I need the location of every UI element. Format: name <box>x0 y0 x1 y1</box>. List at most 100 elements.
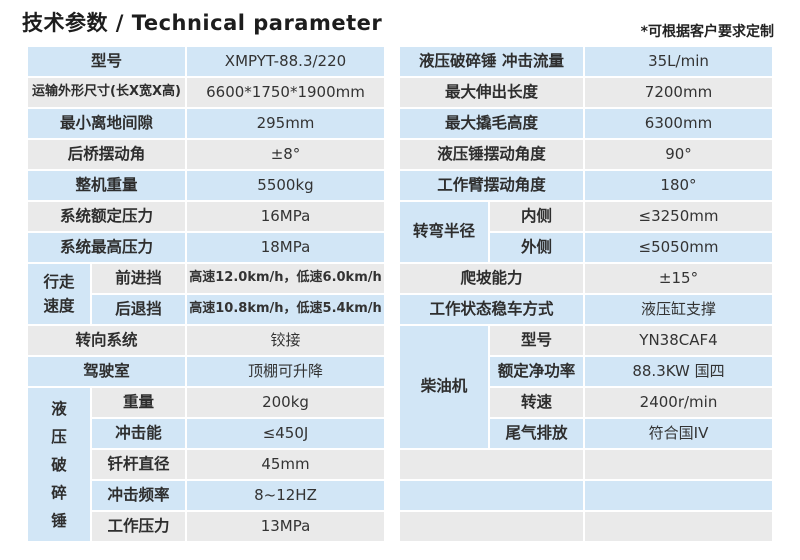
param-value: 88.3KW 国四 <box>632 361 725 380</box>
param-value: ≤450J <box>262 423 309 442</box>
param-value-cell: ≤450J <box>187 419 384 448</box>
param-label-cell: 最大伸出长度 <box>400 78 583 107</box>
param-value: 顶棚可升降 <box>247 361 323 380</box>
param-value-cell: 5500kg <box>187 171 384 200</box>
param-value: YN38CAF4 <box>639 330 718 349</box>
param-sublabel-cell: 冲击能 <box>92 419 185 448</box>
param-label: 转向系统 <box>75 330 138 349</box>
customization-note: *可根据客户要求定制 <box>640 24 774 40</box>
param-group-label: 转弯半径 <box>412 222 475 241</box>
param-value-cell: 35L/min <box>585 47 772 76</box>
param-value: ±15° <box>658 268 699 287</box>
param-group-cell: 行走速度 <box>28 264 90 324</box>
param-sublabel: 冲击能 <box>115 423 162 442</box>
param-value-cell: 7200mm <box>585 78 772 107</box>
param-value-cell: 2400r/min <box>585 388 772 417</box>
param-label-cell: 整机重量 <box>28 171 185 200</box>
param-sublabel-cell: 额定净功率 <box>490 357 583 386</box>
param-value: 6300mm <box>644 113 713 132</box>
param-value: 高速12.0km/h，低速6.0km/h <box>189 270 382 286</box>
param-label: 驾驶室 <box>83 361 130 380</box>
param-sublabel: 冲击频率 <box>107 485 170 504</box>
spec-table-left: 型号 XMPYT-88.3/220 运输外形尺寸(长X宽X高) 6600*1750*1… <box>28 47 384 541</box>
param-sublabel-cell: 内侧 <box>490 202 583 231</box>
param-value-cell: 18MPa <box>187 233 384 262</box>
param-sublabel-cell: 钎杆直径 <box>92 450 185 479</box>
param-sublabel-cell: 前进挡 <box>92 264 185 293</box>
param-label-cell <box>400 512 583 541</box>
param-sublabel: 尾气排放 <box>505 423 568 442</box>
param-sublabel: 额定净功率 <box>497 361 576 380</box>
param-label-cell: 后桥摆动角 <box>28 140 185 169</box>
param-value: 13MPa <box>260 516 311 535</box>
param-label-cell: 驾驶室 <box>28 357 185 386</box>
param-sublabel-cell: 后退挡 <box>92 295 185 324</box>
param-value-cell: XMPYT-88.3/220 <box>187 47 384 76</box>
param-value: ±8° <box>270 144 301 163</box>
param-label-cell: 系统最高压力 <box>28 233 185 262</box>
param-label-cell: 爬坡能力 <box>400 264 583 293</box>
param-value-cell: ±15° <box>585 264 772 293</box>
param-label-cell: 最小离地间隙 <box>28 109 185 138</box>
param-value-cell: ±8° <box>187 140 384 169</box>
param-label-cell: 运输外形尺寸(长X宽X高) <box>28 78 185 107</box>
param-label-cell: 工作臂摆动角度 <box>400 171 583 200</box>
param-label: 最大伸出长度 <box>444 82 538 101</box>
param-value: 2400r/min <box>639 392 718 411</box>
param-value-cell: 13MPa <box>187 512 384 541</box>
param-sublabel-cell: 冲击频率 <box>92 481 185 510</box>
param-sublabel: 重量 <box>122 392 154 411</box>
param-sublabel-cell: 转速 <box>490 388 583 417</box>
param-sublabel: 型号 <box>520 330 552 349</box>
param-label: 后桥摆动角 <box>67 144 146 163</box>
param-value: 180° <box>660 175 697 194</box>
param-value: 6600*1750*1900mm <box>206 82 365 101</box>
param-value-cell: 顶棚可升降 <box>187 357 384 386</box>
param-sublabel-cell: 重量 <box>92 388 185 417</box>
param-value: 液压缸支撑 <box>640 299 716 318</box>
param-label-cell <box>400 481 583 510</box>
param-value-cell: 88.3KW 国四 <box>585 357 772 386</box>
param-value-cell: 45mm <box>187 450 384 479</box>
param-value-cell: 8~12HZ <box>187 481 384 510</box>
param-label: 型号 <box>90 51 122 70</box>
param-value-cell: 6600*1750*1900mm <box>187 78 384 107</box>
param-sublabel-cell: 外侧 <box>490 233 583 262</box>
param-label-cell: 液压破碎锤 冲击流量 <box>400 47 583 76</box>
param-label: 运输外形尺寸(长X宽X高) <box>32 84 181 100</box>
param-group-cell: 转弯半径 <box>400 202 488 262</box>
param-sublabel-cell: 尾气排放 <box>490 419 583 448</box>
param-label: 液压破碎锤 冲击流量 <box>419 51 564 70</box>
param-value-cell <box>585 512 772 541</box>
param-sublabel-cell: 工作压力 <box>92 512 185 541</box>
param-value: 18MPa <box>260 237 311 256</box>
param-value-cell: 90° <box>585 140 772 169</box>
param-label: 整机重量 <box>75 175 138 194</box>
param-value: 45mm <box>261 454 310 473</box>
param-value: 铰接 <box>270 330 301 349</box>
param-label-cell <box>400 450 583 479</box>
param-label-cell: 液压锤摆动角度 <box>400 140 583 169</box>
param-value-cell: 6300mm <box>585 109 772 138</box>
param-sublabel: 工作压力 <box>107 516 170 535</box>
param-value-cell: 180° <box>585 171 772 200</box>
param-value-cell: 16MPa <box>187 202 384 231</box>
param-value-cell <box>585 450 772 479</box>
param-label: 最大撬毛高度 <box>444 113 538 132</box>
param-value: 高速10.8km/h，低速5.4km/h <box>189 301 382 317</box>
param-value: XMPYT-88.3/220 <box>224 51 347 70</box>
param-label: 最小离地间隙 <box>59 113 153 132</box>
param-value: 7200mm <box>644 82 713 101</box>
param-value: ≤5050mm <box>638 237 719 256</box>
param-value: ≤3250mm <box>638 206 719 225</box>
param-label: 工作状态稳车方式 <box>429 299 554 318</box>
param-label-cell: 转向系统 <box>28 326 185 355</box>
param-group-label: 行走速度 <box>43 273 75 315</box>
param-value-cell: 符合国IV <box>585 419 772 448</box>
param-value: 200kg <box>262 392 309 411</box>
param-label: 爬坡能力 <box>460 268 523 287</box>
param-value-cell: ≤5050mm <box>585 233 772 262</box>
param-value-cell: 铰接 <box>187 326 384 355</box>
param-sublabel: 钎杆直径 <box>107 454 170 473</box>
